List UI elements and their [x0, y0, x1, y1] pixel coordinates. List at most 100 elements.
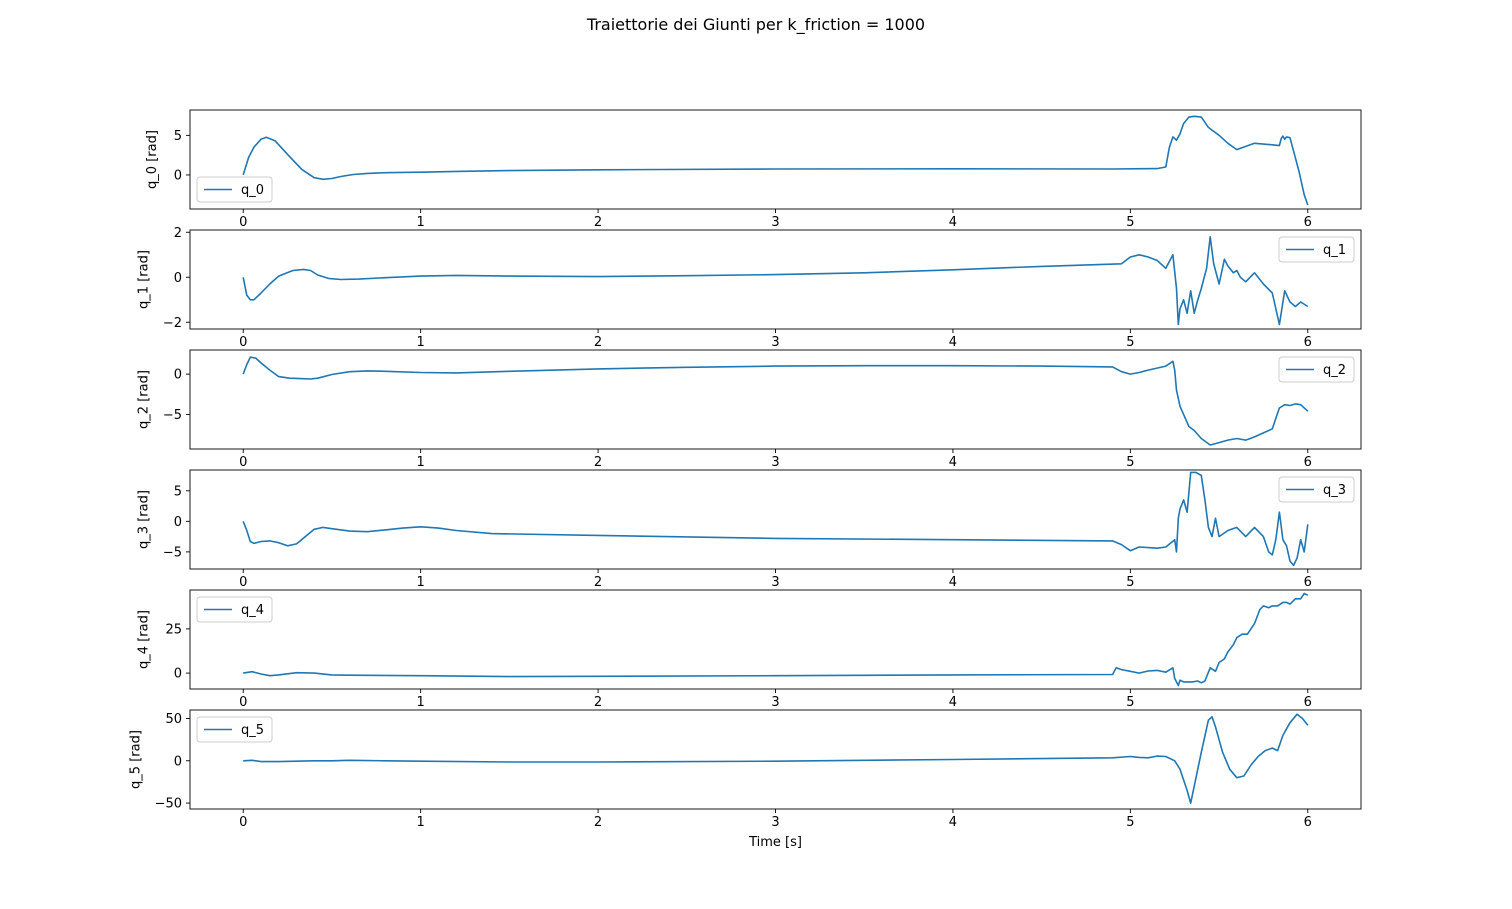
- x-tick-label-q_1-2: 2: [594, 335, 602, 350]
- x-tick-label-q_4-4: 4: [949, 695, 957, 710]
- y-tick-label-q_4-25: 25: [165, 622, 182, 637]
- x-tick-label-q_3-3: 3: [771, 575, 779, 590]
- y-axis-label-q_3: q_3 [rad]: [137, 490, 152, 549]
- legend-q_3: q_3: [1278, 476, 1355, 503]
- y-axis-label-q_1: q_1 [rad]: [137, 250, 152, 309]
- legend-label-q_2: q_2: [1323, 363, 1346, 378]
- x-axis-label: Time [s]: [749, 835, 802, 850]
- series-line-q_1: [242, 236, 1309, 326]
- legend-box-q_0: [196, 176, 273, 203]
- subplot-q_5: 0 1 2 3 4 5 6 −50 0 50 q_5 [rad] q_5: [128, 709, 1362, 830]
- x-tick-label-q_0-6: 6: [1304, 215, 1312, 230]
- y-tick-label-q_5-50: 50: [165, 712, 182, 727]
- legend-q_5: q_5: [196, 716, 273, 743]
- y-axis-label-q_5: q_5 [rad]: [128, 730, 143, 789]
- x-tick-label-q_5-6: 6: [1304, 815, 1312, 830]
- x-tick-label-q_3-2: 2: [594, 575, 602, 590]
- subplot-q_4: 0 1 2 3 4 5 6 0 25 q_4 [rad] q_4: [137, 589, 1362, 710]
- x-tick-label-q_4-3: 3: [771, 695, 779, 710]
- legend-label-q_3: q_3: [1323, 483, 1346, 498]
- x-tick-label-q_1-6: 6: [1304, 335, 1312, 350]
- x-tick-label-q_3-1: 1: [417, 575, 425, 590]
- x-tick-label-q_0-2: 2: [594, 215, 602, 230]
- legend-box-q_1: [1278, 236, 1355, 263]
- subplot-q_0: 0 1 2 3 4 5 6 0 5 q_0 [rad] q_0: [145, 109, 1362, 230]
- x-tick-label-q_2-2: 2: [594, 455, 602, 470]
- x-tick-label-q_1-4: 4: [949, 335, 957, 350]
- x-tick-label-q_1-5: 5: [1126, 335, 1134, 350]
- legend-box-q_4: [196, 596, 273, 623]
- legend-label-q_1: q_1: [1323, 243, 1346, 258]
- x-tick-label-q_1-3: 3: [771, 335, 779, 350]
- x-tick-label-q_4-6: 6: [1304, 695, 1312, 710]
- series-line-q_5: [243, 713, 1309, 804]
- y-axis-label-q_4: q_4 [rad]: [137, 610, 152, 669]
- series-line-q_0: [242, 115, 1309, 206]
- legend-label-q_5: q_5: [241, 723, 264, 738]
- series-line-q_4: [243, 592, 1309, 687]
- y-tick-label-q_2-0: 0: [174, 368, 182, 383]
- legend-q_0: q_0: [196, 176, 273, 203]
- x-tick-label-q_1-0: 0: [239, 335, 247, 350]
- x-tick-label-q_2-4: 4: [949, 455, 957, 470]
- axes-frame-q_5: [189, 709, 1362, 810]
- subplot-q_2: 0 1 2 3 4 5 6 −5 0 q_2 [rad] q_2: [137, 349, 1362, 470]
- y-tick-label-q_0-5: 5: [174, 129, 182, 144]
- y-tick-label-q_3-5: 5: [174, 484, 182, 499]
- x-tick-label-q_4-0: 0: [239, 695, 247, 710]
- x-tick-label-q_3-0: 0: [239, 575, 247, 590]
- axes-frame-q_0: [189, 109, 1362, 210]
- x-tick-label-q_4-1: 1: [417, 695, 425, 710]
- x-tick-label-q_2-6: 6: [1304, 455, 1312, 470]
- x-tick-label-q_4-2: 2: [594, 695, 602, 710]
- x-tick-label-q_3-5: 5: [1126, 575, 1134, 590]
- y-tick-label-q_0-0: 0: [174, 168, 182, 183]
- legend-box-q_2: [1278, 356, 1355, 383]
- x-tick-label-q_5-4: 4: [949, 815, 957, 830]
- x-tick-label-q_3-4: 4: [949, 575, 957, 590]
- x-tick-label-q_5-3: 3: [771, 815, 779, 830]
- x-tick-label-q_3-6: 6: [1304, 575, 1312, 590]
- x-tick-label-q_2-5: 5: [1126, 455, 1134, 470]
- axes-frame-q_3: [189, 469, 1362, 570]
- y-axis-label-q_0: q_0 [rad]: [145, 130, 160, 189]
- subplot-q_3: 0 1 2 3 4 5 6 −5 0 5 q_3 [rad] q_3: [137, 469, 1362, 590]
- legend-box-q_3: [1278, 476, 1355, 503]
- axes-frame-q_4: [189, 589, 1362, 690]
- y-tick-label-q_1-0: 0: [174, 271, 182, 286]
- x-tick-label-q_5-5: 5: [1126, 815, 1134, 830]
- series-line-q_2: [242, 356, 1309, 446]
- x-tick-label-q_2-1: 1: [417, 455, 425, 470]
- y-tick-label-q_2--5: −5: [163, 408, 182, 423]
- x-tick-label-q_0-5: 5: [1126, 215, 1134, 230]
- x-tick-label-q_2-3: 3: [771, 455, 779, 470]
- x-tick-label-q_2-0: 0: [239, 455, 247, 470]
- y-tick-label-q_3--5: −5: [163, 545, 182, 560]
- y-tick-label-q_1-2: 2: [174, 226, 182, 241]
- x-tick-label-q_0-1: 1: [417, 215, 425, 230]
- legend-label-q_0: q_0: [241, 183, 264, 198]
- chart-title: Traiettorie dei Giunti per k_friction = …: [586, 15, 926, 34]
- legend-q_1: q_1: [1278, 236, 1355, 263]
- y-tick-label-q_5-0: 0: [174, 754, 182, 769]
- x-tick-label-q_5-0: 0: [239, 815, 247, 830]
- y-axis-label-q_2: q_2 [rad]: [137, 370, 152, 429]
- x-tick-label-q_0-4: 4: [949, 215, 957, 230]
- x-tick-label-q_5-2: 2: [594, 815, 602, 830]
- axes-frame-q_2: [189, 349, 1362, 450]
- x-tick-label-q_0-0: 0: [239, 215, 247, 230]
- x-tick-label-q_0-3: 3: [771, 215, 779, 230]
- legend-label-q_4: q_4: [241, 603, 264, 618]
- legend-box-q_5: [196, 716, 273, 743]
- y-tick-label-q_3-0: 0: [174, 515, 182, 530]
- legend-q_2: q_2: [1278, 356, 1355, 383]
- y-tick-label-q_5--50: −50: [155, 797, 182, 812]
- subplot-q_1: 0 1 2 3 4 5 6 −2 0 2 q_1 [rad] q_1: [137, 226, 1362, 350]
- x-tick-label-q_5-1: 1: [417, 815, 425, 830]
- x-tick-label-q_1-1: 1: [417, 335, 425, 350]
- legend-q_4: q_4: [196, 596, 273, 623]
- series-line-q_3: [242, 471, 1309, 567]
- x-tick-label-q_4-5: 5: [1126, 695, 1134, 710]
